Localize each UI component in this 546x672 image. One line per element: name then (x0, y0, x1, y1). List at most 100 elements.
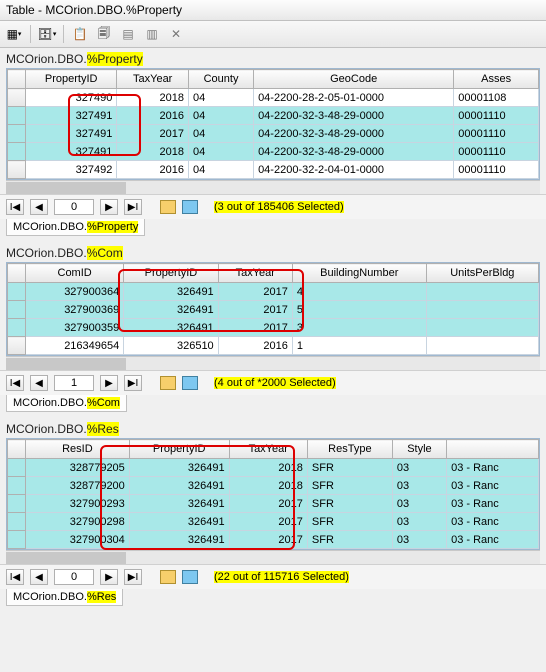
cell[interactable]: 04 (189, 143, 254, 161)
nav-prev[interactable]: ◀ (30, 375, 48, 391)
column-header[interactable]: Style (392, 440, 446, 459)
view-icon-2[interactable] (182, 200, 198, 214)
cell[interactable]: 03 - Ranc (447, 477, 539, 495)
cell[interactable]: 1 (292, 337, 426, 355)
table-row[interactable]: 3279002983264912017SFR0303 - Ranc (8, 513, 539, 531)
cell[interactable]: 00001108 (454, 89, 539, 107)
cell[interactable]: 326491 (124, 319, 218, 337)
cell[interactable]: 2016 (117, 107, 189, 125)
cell[interactable]: 2017 (218, 301, 292, 319)
nav-next[interactable]: ▶ (100, 569, 118, 585)
cell[interactable]: 2017 (229, 531, 307, 549)
nav-pos[interactable] (54, 569, 94, 585)
column-header[interactable]: PropertyID (26, 70, 117, 89)
table-row[interactable]: 3279003043264912017SFR0303 - Ranc (8, 531, 539, 549)
cell[interactable]: 04 (189, 161, 254, 179)
h-scrollbar[interactable] (6, 550, 540, 564)
tab-com[interactable]: MCOrion.DBO.%Com (6, 395, 127, 412)
toolbar-btn-6[interactable]: ▥ (142, 24, 162, 44)
cell[interactable]: 2018 (117, 89, 189, 107)
cell[interactable]: 2018 (117, 143, 189, 161)
cell[interactable]: 03 - Ranc (447, 459, 539, 477)
cell[interactable]: 04 (189, 107, 254, 125)
column-header[interactable]: GeoCode (254, 70, 454, 89)
cell[interactable]: 2017 (229, 513, 307, 531)
view-icon-1[interactable] (160, 200, 176, 214)
cell[interactable]: 328779200 (26, 477, 130, 495)
cell[interactable]: 327492 (26, 161, 117, 179)
table-row[interactable]: 3287792003264912018SFR0303 - Ranc (8, 477, 539, 495)
cell[interactable]: 326491 (129, 531, 229, 549)
column-header[interactable]: ResID (26, 440, 130, 459)
table-row[interactable]: 32749120180404-2200-32-3-48-29-000000001… (8, 143, 539, 161)
cell[interactable]: 2017 (117, 125, 189, 143)
cell[interactable]: 3 (292, 319, 426, 337)
column-header[interactable]: TaxYear (117, 70, 189, 89)
cell[interactable]: SFR (307, 459, 392, 477)
cell[interactable]: 2018 (229, 459, 307, 477)
nav-first[interactable]: I◀ (6, 199, 24, 215)
toolbar-btn-2[interactable]: 🗄▾ (37, 24, 57, 44)
cell[interactable]: 00001110 (454, 143, 539, 161)
cell[interactable]: 03 - Ranc (447, 513, 539, 531)
nav-next[interactable]: ▶ (100, 375, 118, 391)
nav-last[interactable]: ▶I (124, 375, 142, 391)
column-header[interactable]: TaxYear (229, 440, 307, 459)
cell[interactable]: 327900369 (26, 301, 124, 319)
view-icon-2[interactable] (182, 376, 198, 390)
h-scrollbar[interactable] (6, 180, 540, 194)
cell[interactable]: 04 (189, 89, 254, 107)
cell[interactable]: 326491 (129, 477, 229, 495)
toolbar-close-icon[interactable]: ✕ (166, 24, 186, 44)
cell[interactable]: 2016 (117, 161, 189, 179)
cell[interactable]: 328779205 (26, 459, 130, 477)
column-header[interactable]: ResType (307, 440, 392, 459)
table-property[interactable]: PropertyIDTaxYearCountyGeoCodeAsses32749… (7, 69, 539, 179)
table-row[interactable]: 3287792053264912018SFR0303 - Ranc (8, 459, 539, 477)
column-header[interactable]: Asses (454, 70, 539, 89)
view-icon-1[interactable] (160, 376, 176, 390)
toolbar-btn-5[interactable]: ▤ (118, 24, 138, 44)
cell[interactable]: 327900304 (26, 531, 130, 549)
cell[interactable]: 2017 (218, 283, 292, 301)
nav-prev[interactable]: ◀ (30, 199, 48, 215)
cell[interactable]: 326491 (129, 495, 229, 513)
cell[interactable]: 5 (292, 301, 426, 319)
nav-last[interactable]: ▶I (124, 569, 142, 585)
table-row[interactable]: 32790035932649120173 (8, 319, 539, 337)
cell[interactable]: 327491 (26, 107, 117, 125)
cell[interactable]: 326491 (124, 301, 218, 319)
column-header[interactable] (447, 440, 539, 459)
cell[interactable]: 327491 (26, 125, 117, 143)
column-header[interactable]: UnitsPerBldg (426, 264, 538, 283)
cell[interactable]: 00001110 (454, 125, 539, 143)
nav-next[interactable]: ▶ (100, 199, 118, 215)
cell[interactable]: 03 (392, 531, 446, 549)
toolbar-btn-4[interactable]: 🗐 (94, 24, 114, 44)
table-row[interactable]: 32749120170404-2200-32-3-48-29-000000001… (8, 125, 539, 143)
column-header[interactable]: BuildingNumber (292, 264, 426, 283)
cell[interactable]: 326491 (129, 513, 229, 531)
cell[interactable]: 04 (189, 125, 254, 143)
column-header[interactable]: County (189, 70, 254, 89)
cell[interactable]: 03 - Ranc (447, 495, 539, 513)
column-header[interactable]: PropertyID (124, 264, 218, 283)
cell[interactable]: 2017 (229, 495, 307, 513)
table-row[interactable]: 32790036432649120174 (8, 283, 539, 301)
table-row[interactable]: 21634965432651020161 (8, 337, 539, 355)
cell[interactable]: 326491 (124, 283, 218, 301)
cell[interactable]: 2018 (229, 477, 307, 495)
view-icon-1[interactable] (160, 570, 176, 584)
cell[interactable] (426, 283, 538, 301)
cell[interactable]: 2016 (218, 337, 292, 355)
nav-pos[interactable] (54, 199, 94, 215)
nav-prev[interactable]: ◀ (30, 569, 48, 585)
column-header[interactable]: PropertyID (129, 440, 229, 459)
cell[interactable]: 327900359 (26, 319, 124, 337)
toolbar-btn-1[interactable]: ▦▾ (4, 24, 24, 44)
table-row[interactable]: 32749020180404-2200-28-2-05-01-000000001… (8, 89, 539, 107)
cell[interactable]: SFR (307, 531, 392, 549)
cell[interactable]: 326510 (124, 337, 218, 355)
table-com[interactable]: ComIDPropertyIDTaxYearBuildingNumberUnit… (7, 263, 539, 355)
nav-first[interactable]: I◀ (6, 569, 24, 585)
